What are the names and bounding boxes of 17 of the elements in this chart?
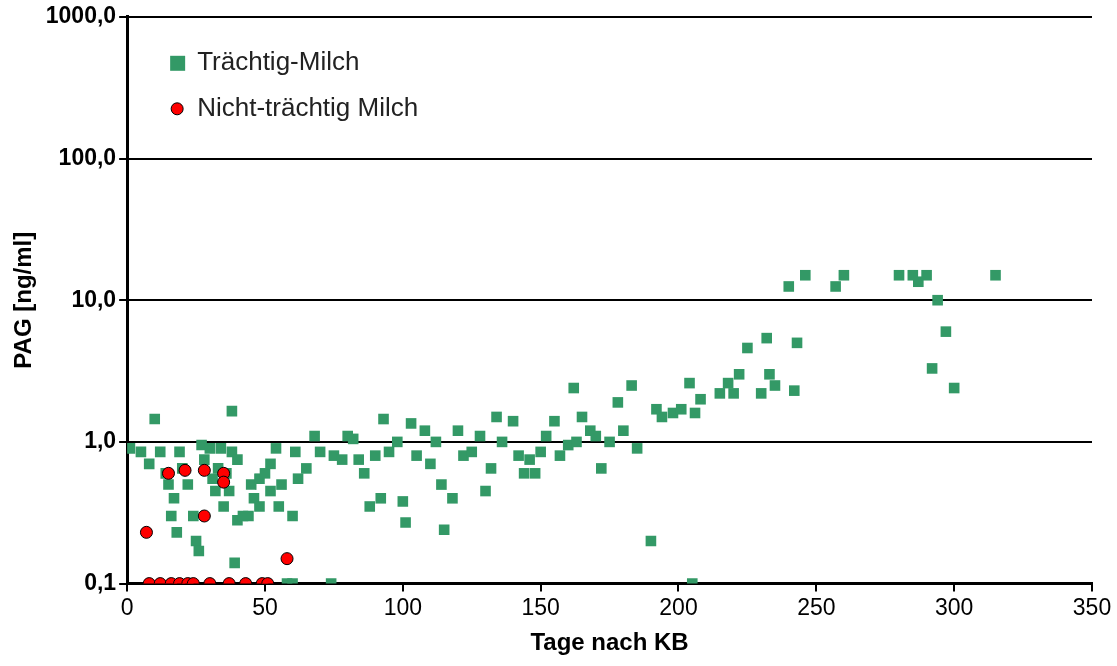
x-axis-title: Tage nach KB — [530, 628, 689, 656]
y-tick-label: 1,0 — [84, 427, 117, 454]
y-tick-label: 100,0 — [58, 143, 117, 170]
y-tick-label: 10,0 — [71, 285, 117, 312]
x-tick-label: 0 — [120, 593, 134, 620]
legend-label: Trächtig-Milch — [197, 45, 360, 76]
y-tick-label: 0,1 — [84, 568, 117, 595]
x-tick-label: 300 — [934, 593, 974, 620]
x-tick-label: 350 — [1072, 593, 1112, 620]
legend-label: Nicht-trächtig Milch — [197, 91, 419, 122]
x-tick-label: 150 — [521, 593, 560, 620]
x-tick-label: 50 — [252, 593, 278, 620]
y-axis-title: PAG [ng/ml] — [9, 231, 37, 369]
x-tick-label: 100 — [383, 593, 423, 620]
x-tick-label: 200 — [659, 593, 698, 620]
x-tick-label: 250 — [797, 593, 836, 620]
y-tick-label: 1000,0 — [45, 2, 117, 29]
